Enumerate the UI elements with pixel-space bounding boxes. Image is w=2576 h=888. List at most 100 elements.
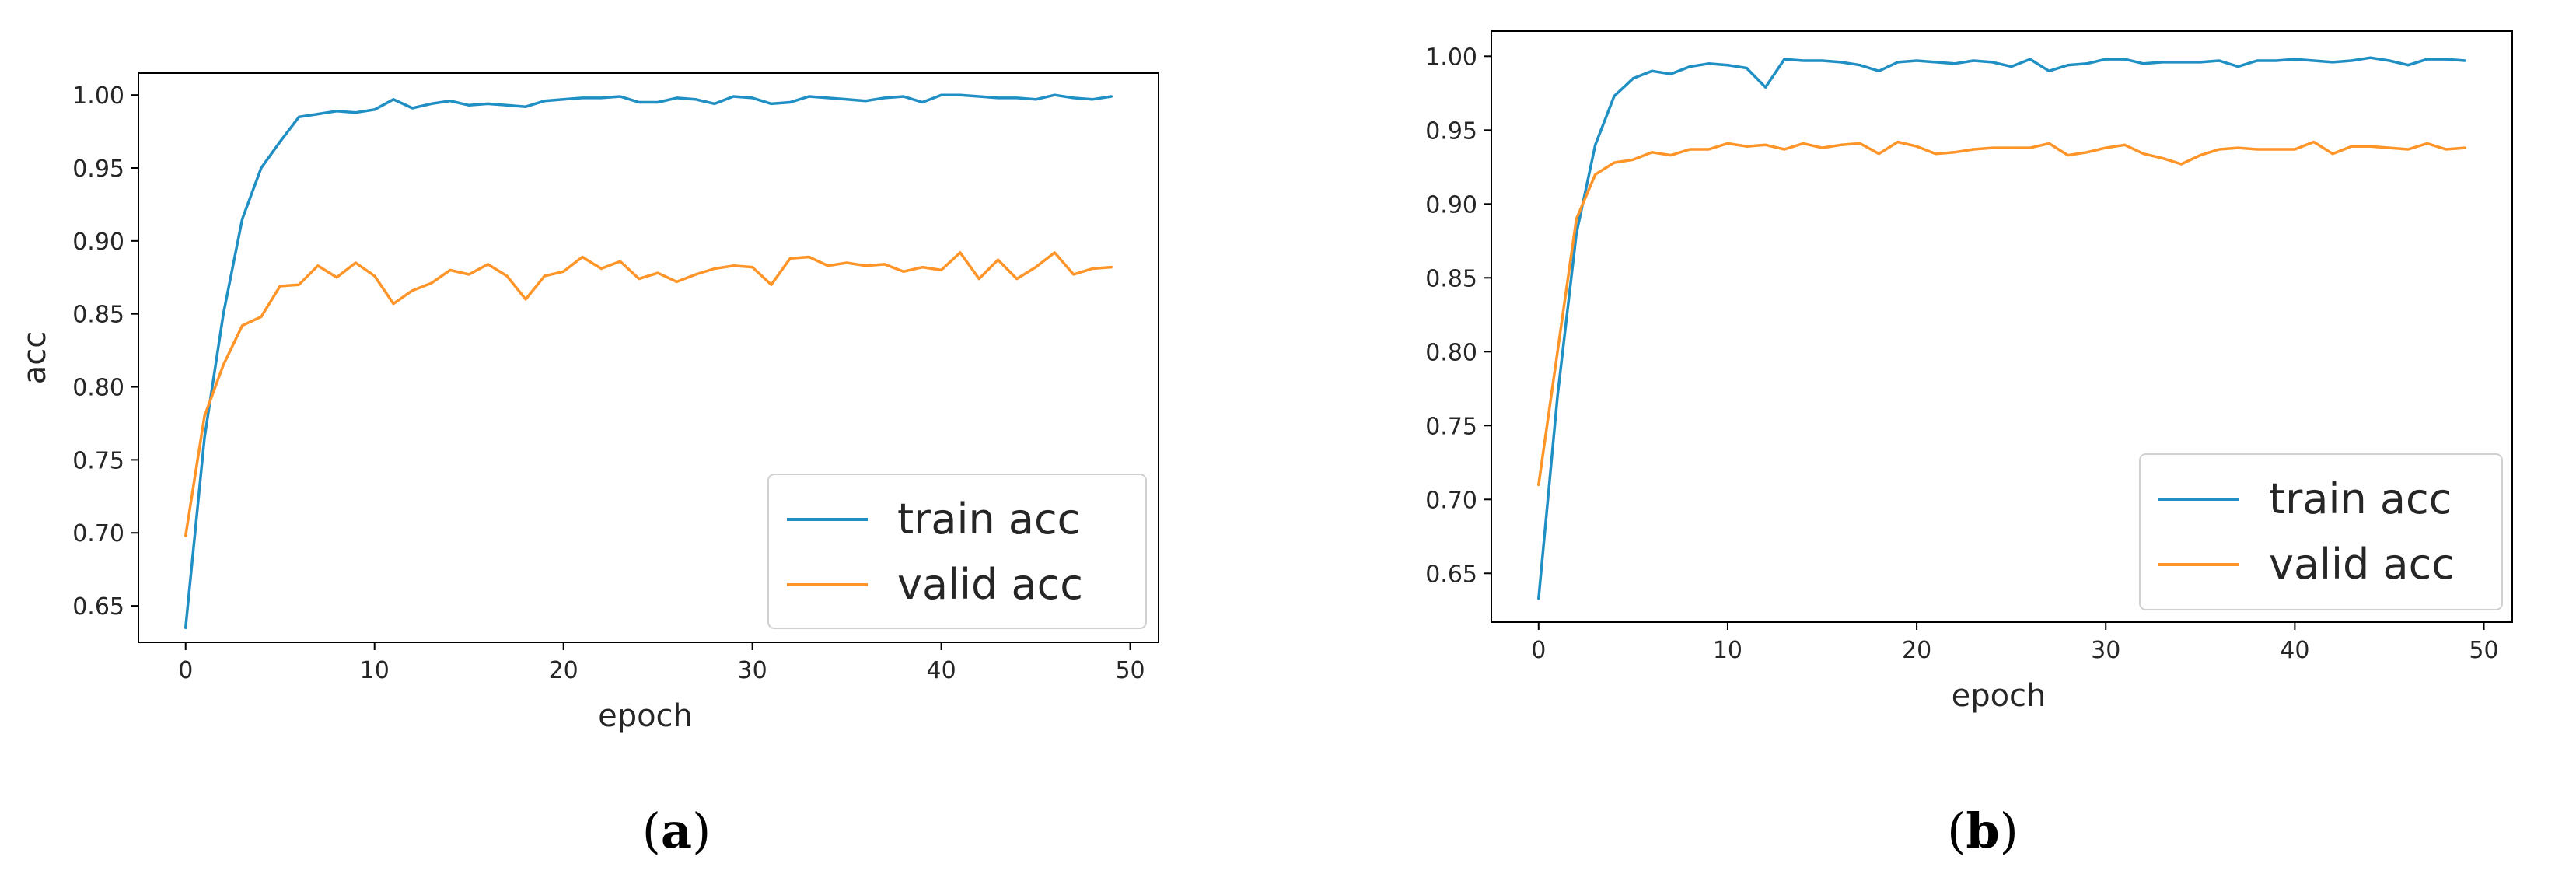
data-point: [2067, 64, 2070, 67]
data-point: [599, 96, 603, 100]
data-point: [278, 140, 281, 143]
data-point: [335, 110, 338, 113]
data-point: [656, 271, 659, 274]
data-point: [845, 261, 848, 264]
data-point: [1764, 86, 1767, 89]
legend: train acc valid acc: [767, 474, 1147, 629]
x-tick-label: 0: [178, 657, 193, 684]
legend-label: train acc: [897, 495, 1080, 544]
y-tick-label: 1.00: [1425, 44, 1477, 71]
series-valid-acc: [1537, 140, 2466, 487]
data-point: [2312, 59, 2316, 62]
data-point: [1688, 148, 1691, 151]
data-point: [2142, 152, 2145, 156]
data-point: [2067, 154, 2070, 157]
data-point: [2369, 145, 2372, 148]
series-train-acc: [184, 93, 1113, 629]
data-point: [1537, 483, 1540, 486]
data-point: [392, 302, 395, 306]
data-point: [184, 534, 187, 537]
data-point: [354, 111, 357, 114]
data-point: [2293, 58, 2296, 61]
data-point: [278, 285, 281, 288]
data-point: [1053, 251, 1056, 254]
x-axis-label: epoch: [598, 698, 693, 734]
y-tick-label: 0.90: [1425, 191, 1477, 219]
data-point: [902, 95, 905, 98]
data-point: [1072, 273, 1075, 276]
data-point: [2010, 146, 2013, 149]
data-point: [1556, 394, 1559, 397]
plot-area-frame: [1491, 30, 2513, 623]
data-point: [2104, 146, 2107, 149]
data-point: [977, 278, 980, 281]
data-point: [751, 266, 754, 269]
data-point: [1764, 143, 1767, 146]
data-point: [1915, 145, 1918, 148]
data-point: [581, 256, 584, 258]
data-point: [298, 283, 300, 286]
caption-open-paren: (: [642, 802, 661, 859]
data-point: [808, 95, 810, 98]
data-point: [562, 270, 565, 273]
data-point: [599, 267, 603, 270]
data-point: [373, 274, 376, 278]
data-point: [1953, 151, 1956, 154]
data-point: [1745, 67, 1748, 69]
data-point: [1915, 59, 1918, 62]
y-tick-label: 0.75: [1425, 413, 1477, 440]
data-point: [505, 103, 509, 107]
data-point: [1707, 62, 1711, 65]
x-tick-label: 30: [738, 657, 767, 684]
data-point: [1669, 154, 1672, 157]
data-point: [2426, 142, 2429, 145]
data-point: [921, 101, 924, 103]
data-point: [1613, 161, 1616, 164]
data-point: [2085, 151, 2088, 154]
data-point: [2426, 58, 2429, 61]
data-point: [2445, 148, 2448, 151]
data-point: [2029, 146, 2032, 149]
data-point: [2161, 156, 2164, 159]
y-tick-label: 0.80: [1425, 339, 1477, 366]
caption-letter: b: [1966, 802, 1999, 859]
data-point: [222, 363, 225, 366]
data-point: [997, 96, 999, 100]
data-point: [2199, 154, 2202, 157]
x-tick-label: 0: [1531, 637, 1546, 664]
y-tick-label: 0.85: [1425, 265, 1477, 292]
data-point: [241, 324, 244, 327]
x-tick-label: 50: [2469, 637, 2498, 664]
data-point: [2293, 148, 2296, 151]
y-tick-label: 0.65: [72, 593, 124, 621]
data-point: [770, 102, 773, 105]
data-point: [1110, 266, 1113, 269]
data-point: [430, 281, 433, 285]
data-point: [2047, 69, 2050, 72]
data-point: [524, 298, 527, 301]
data-point: [2180, 61, 2183, 64]
data-point: [260, 315, 263, 318]
data-point: [2406, 64, 2410, 67]
data-point: [2445, 58, 2448, 61]
data-point: [732, 95, 735, 98]
data-point: [656, 101, 659, 103]
data-point: [2199, 61, 2202, 64]
data-point: [203, 414, 206, 418]
data-point: [694, 98, 697, 101]
caption-letter: a: [661, 802, 692, 859]
data-point: [883, 96, 886, 100]
data-point: [1613, 95, 1616, 98]
data-point: [543, 100, 546, 103]
legend-box: [767, 474, 1147, 629]
plot-area-frame: [138, 72, 1159, 643]
x-tick-label: 40: [926, 657, 956, 684]
y-tick-label: 0.95: [1425, 117, 1477, 145]
y-tick-label: 0.80: [72, 375, 124, 402]
data-point: [1745, 145, 1748, 148]
x-axis-label: epoch: [1952, 678, 2046, 714]
data-point: [2274, 148, 2277, 151]
data-point: [2463, 146, 2466, 149]
y-tick-label: 0.85: [72, 302, 124, 329]
